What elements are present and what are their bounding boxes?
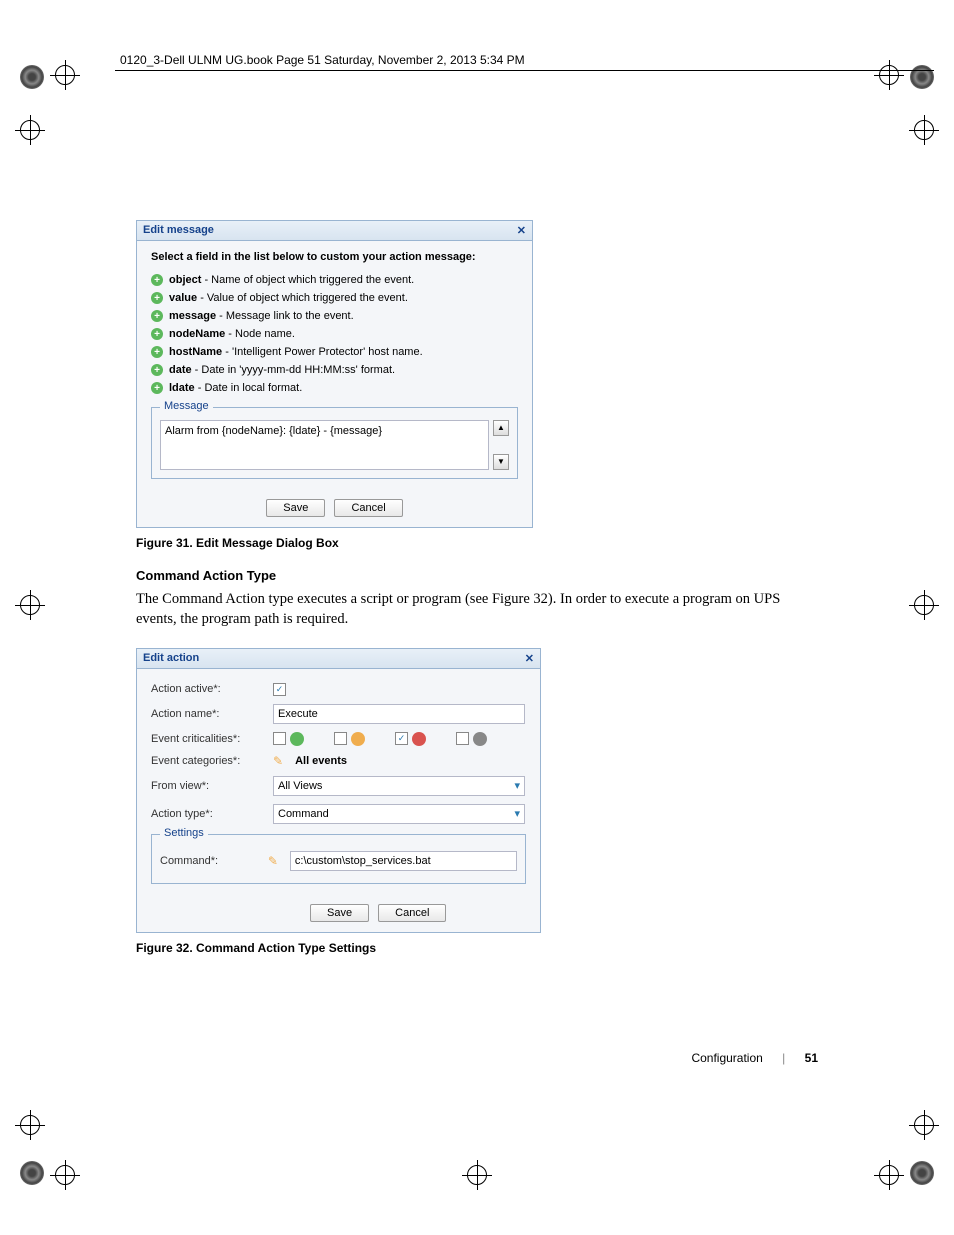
crop-target: [914, 120, 934, 140]
crit-ok-checkbox[interactable]: [273, 732, 286, 745]
add-field-icon[interactable]: +: [151, 274, 163, 286]
add-field-icon[interactable]: +: [151, 382, 163, 394]
body-paragraph: The Command Action type executes a scrip…: [136, 589, 816, 630]
command-input[interactable]: [290, 851, 517, 871]
message-label: Message: [160, 400, 213, 412]
action-type-label: Action type*:: [151, 808, 261, 820]
critical-icon: [412, 732, 426, 746]
categories-label: Event categories*:: [151, 755, 261, 767]
page-footer: Configuration | 51: [691, 1051, 818, 1065]
crop-target: [879, 1165, 899, 1185]
field-item: date - Date in 'yyyy-mm-dd HH:MM:ss' for…: [169, 364, 395, 376]
dialog-title: Edit action: [143, 652, 199, 665]
categories-value: All events: [295, 755, 347, 767]
close-icon[interactable]: ✕: [525, 652, 534, 665]
figure-caption: Figure 31. Edit Message Dialog Box: [136, 536, 816, 550]
from-view-select[interactable]: All Views▾: [273, 776, 525, 796]
edit-icon[interactable]: ✎: [268, 854, 278, 868]
crit-warn-checkbox[interactable]: [334, 732, 347, 745]
cancel-button[interactable]: Cancel: [334, 499, 402, 517]
add-field-icon[interactable]: +: [151, 364, 163, 376]
crit-unknown-checkbox[interactable]: [456, 732, 469, 745]
warning-icon: [351, 732, 365, 746]
crop-target: [55, 1165, 75, 1185]
crop-target: [914, 595, 934, 615]
unknown-icon: [473, 732, 487, 746]
section-heading: Command Action Type: [136, 568, 816, 583]
crop-target: [20, 1115, 40, 1135]
action-name-label: Action name*:: [151, 708, 261, 720]
crop-target: [55, 65, 75, 85]
add-field-icon[interactable]: +: [151, 292, 163, 304]
crop-target: [914, 1115, 934, 1135]
field-item: message - Message link to the event.: [169, 310, 354, 322]
crop-target: [20, 595, 40, 615]
dialog-title: Edit message: [143, 224, 214, 237]
field-item: object - Name of object which triggered …: [169, 274, 414, 286]
action-active-checkbox[interactable]: ✓: [273, 683, 286, 696]
save-button[interactable]: Save: [266, 499, 325, 517]
criticality-label: Event criticalities*:: [151, 733, 261, 745]
crop-target: [20, 120, 40, 140]
save-button[interactable]: Save: [310, 904, 369, 922]
crop-rosette: [20, 65, 44, 89]
cancel-button[interactable]: Cancel: [378, 904, 446, 922]
add-field-icon[interactable]: +: [151, 346, 163, 358]
add-field-icon[interactable]: +: [151, 310, 163, 322]
from-view-label: From view*:: [151, 780, 261, 792]
instruction-text: Select a field in the list below to cust…: [151, 251, 518, 263]
crop-rosette: [20, 1161, 44, 1185]
crop-rosette: [910, 1161, 934, 1185]
crop-target: [879, 65, 899, 85]
field-item: hostName - 'Intelligent Power Protector'…: [169, 346, 423, 358]
field-item: ldate - Date in local format.: [169, 382, 302, 394]
crit-critical-checkbox[interactable]: ✓: [395, 732, 408, 745]
message-textarea[interactable]: Alarm from {nodeName}: {ldate} - {messag…: [160, 420, 489, 470]
settings-legend: Settings: [160, 827, 208, 839]
add-field-icon[interactable]: +: [151, 328, 163, 340]
scroll-up-icon[interactable]: ▲: [493, 420, 509, 436]
ok-icon: [290, 732, 304, 746]
figure-caption: Figure 32. Command Action Type Settings: [136, 941, 816, 955]
action-active-label: Action active*:: [151, 683, 261, 695]
close-icon[interactable]: ✕: [517, 224, 526, 237]
edit-message-dialog: Edit message ✕ Select a field in the lis…: [136, 220, 533, 528]
crop-target: [467, 1165, 487, 1185]
page-header: 0120_3-Dell ULNM UG.book Page 51 Saturda…: [120, 53, 525, 67]
action-name-input[interactable]: [273, 704, 525, 724]
scroll-down-icon[interactable]: ▼: [493, 454, 509, 470]
action-type-select[interactable]: Command▾: [273, 804, 525, 824]
edit-icon[interactable]: ✎: [273, 754, 283, 768]
field-item: value - Value of object which triggered …: [169, 292, 408, 304]
command-label: Command*:: [160, 855, 256, 867]
crop-rosette: [910, 65, 934, 89]
edit-action-dialog: Edit action ✕ Action active*: ✓ Action n…: [136, 648, 541, 933]
field-item: nodeName - Node name.: [169, 328, 295, 340]
